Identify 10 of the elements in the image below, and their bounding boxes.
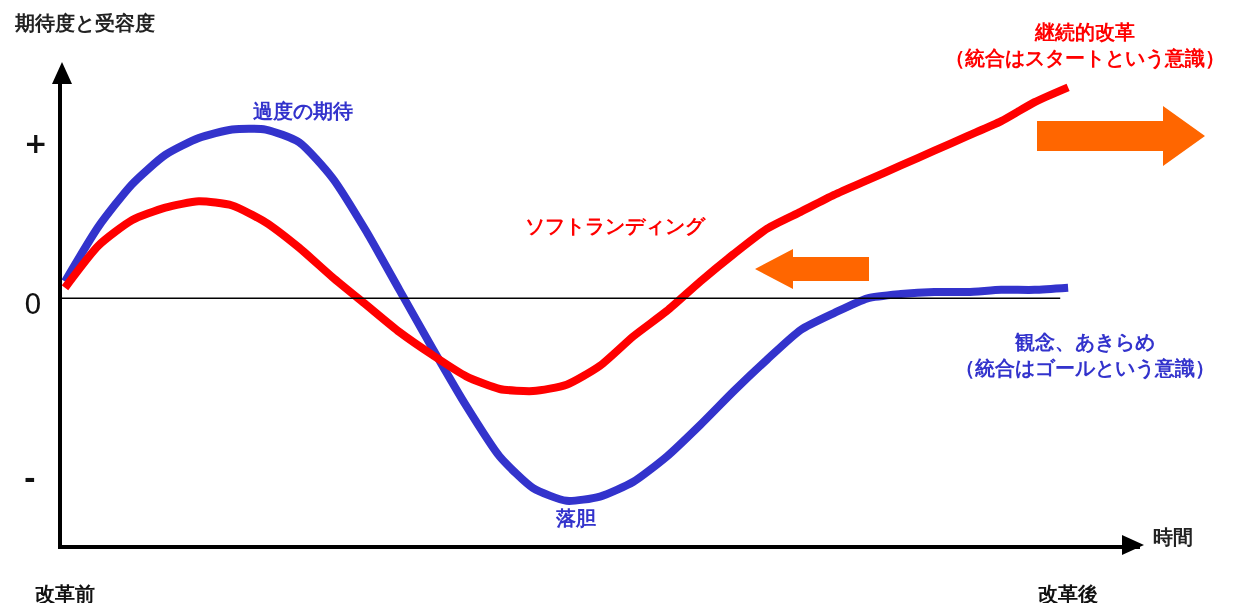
text: + <box>24 127 48 160</box>
y-axis-title: 期待度と受容度 <box>14 11 155 35</box>
text: 落胆 <box>555 506 596 530</box>
ref-line-label: 0 <box>24 288 42 321</box>
series-label: 観念、あきらめ（統合はゴールという意識） <box>955 330 1215 380</box>
annotation: 過度の期待 <box>252 99 353 123</box>
x-axis-title: 時間 <box>1153 525 1193 549</box>
text: 継続的改革（統合はスタートという意識） <box>945 20 1225 70</box>
text: - <box>24 462 36 495</box>
annotation: ソフトランディング <box>525 214 706 238</box>
